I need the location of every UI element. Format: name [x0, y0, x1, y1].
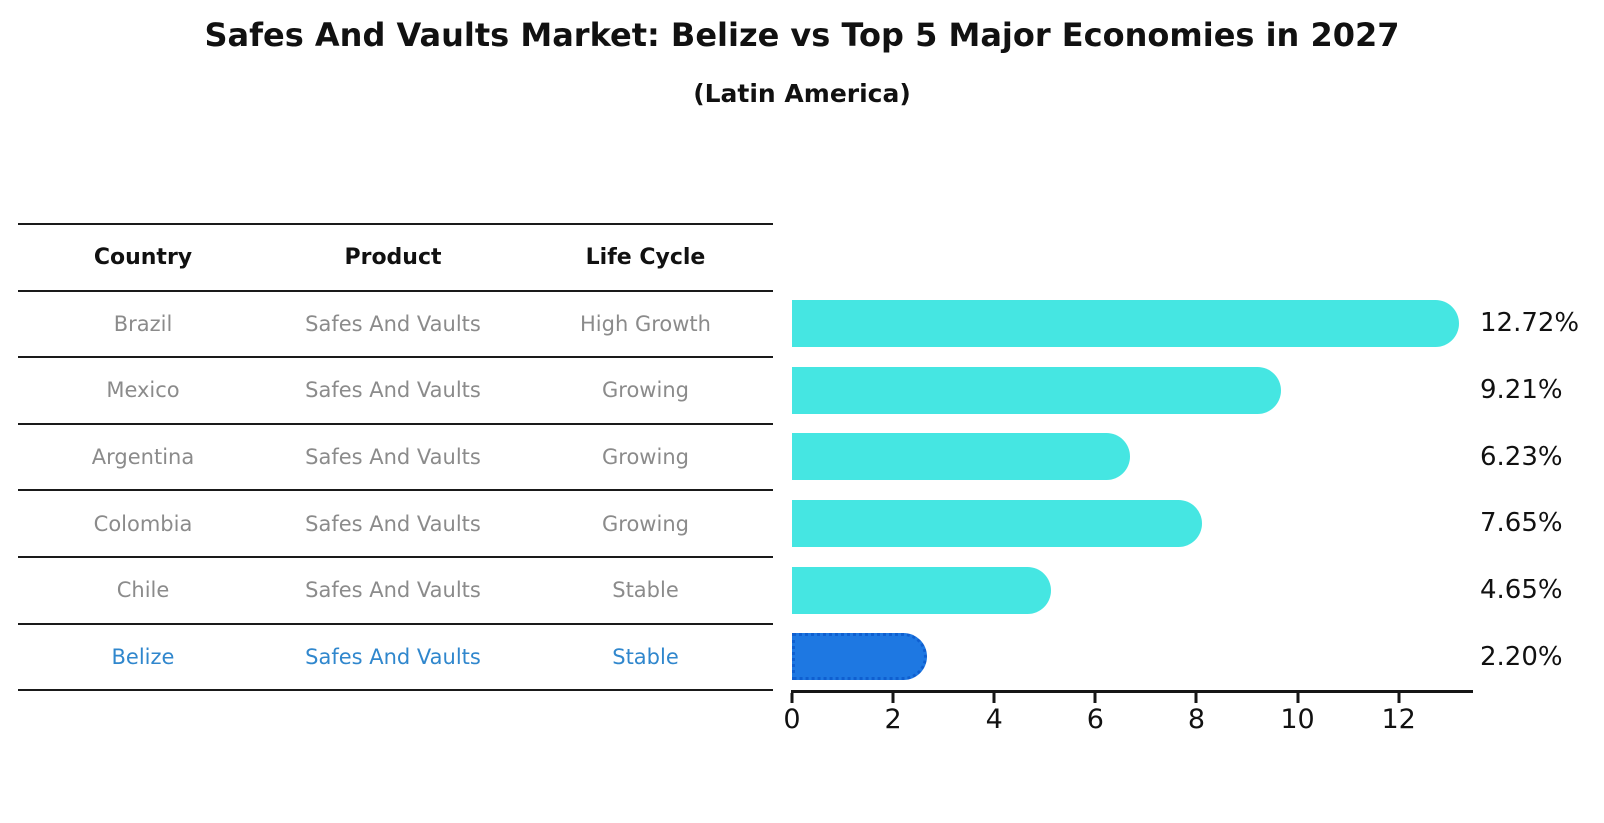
country-cell: Belize [111, 644, 175, 669]
x-tick-4 [992, 693, 996, 703]
x-axis-line [791, 690, 1473, 693]
table-row-argentina: Argentina Safes And Vaults Growing [18, 422, 773, 490]
country-cell: Argentina [91, 445, 195, 470]
x-tick-0 [790, 693, 794, 703]
table-row-brazil: Brazil Safes And Vaults High Growth [18, 289, 773, 357]
value-label-colombia: 7.65% [1480, 508, 1563, 539]
table-row-belize: Belize Safes And Vaults Stable [18, 622, 773, 690]
product-cell: Safes And Vaults [305, 311, 481, 336]
chart-title: Safes And Vaults Market: Belize vs Top 5… [204, 16, 1400, 54]
bar-belize [792, 633, 927, 681]
country-cell: Colombia [93, 511, 193, 536]
table-row-chile: Chile Safes And Vaults Stable [18, 555, 773, 623]
x-tick-6 [1093, 693, 1097, 703]
life-cycle-cell: Stable [612, 578, 679, 603]
table-bottom-line [18, 689, 773, 692]
country-cell: Brazil [113, 311, 173, 336]
country-cell: Mexico [106, 378, 180, 403]
x-tick-label-4: 4 [985, 704, 1003, 735]
table-row-colombia: Colombia Safes And Vaults Growing [18, 489, 773, 556]
life-cycle-cell: Stable [612, 644, 679, 669]
product-cell: Safes And Vaults [305, 378, 481, 403]
product-cell: Safes And Vaults [305, 511, 481, 536]
bar-chile [792, 566, 1051, 614]
x-tick-label-2: 2 [884, 704, 902, 735]
chart-subtitle: (Latin America) [693, 79, 911, 108]
product-cell: Safes And Vaults [305, 644, 481, 669]
life-cycle-cell: Growing [602, 445, 689, 470]
x-tick-label-8: 8 [1187, 704, 1206, 735]
value-label-mexico: 9.21% [1480, 375, 1563, 405]
x-tick-12 [1397, 693, 1401, 703]
bar-brazil [792, 299, 1459, 347]
bar-argentina [792, 433, 1131, 481]
x-tick-label-10: 10 [1280, 704, 1315, 735]
x-tick-label-0: 0 [783, 704, 801, 735]
life-cycle-cell: Growing [602, 511, 689, 536]
country-cell: Chile [116, 578, 170, 603]
value-label-belize: 2.20% [1480, 641, 1563, 672]
value-label-chile: 4.65% [1480, 575, 1563, 605]
bar-mexico [792, 366, 1282, 414]
product-cell: Safes And Vaults [305, 445, 481, 470]
column-header-product: Product [344, 244, 442, 270]
column-header-country: Country [93, 244, 193, 270]
table-header-row: Country Product Life Cycle [18, 223, 773, 290]
value-label-argentina: 6.23% [1480, 441, 1563, 472]
table-row-mexico: Mexico Safes And Vaults Growing [18, 356, 773, 423]
bar-colombia [792, 499, 1203, 547]
x-tick-2 [891, 693, 895, 703]
product-cell: Safes And Vaults [305, 578, 481, 603]
x-tick-10 [1296, 693, 1300, 703]
x-tick-label-6: 6 [1086, 704, 1104, 735]
x-tick-label-12: 12 [1381, 704, 1416, 735]
life-cycle-cell: High Growth [580, 311, 711, 336]
x-tick-8 [1194, 693, 1198, 703]
column-header-life-cycle: Life Cycle [585, 244, 706, 270]
country-info-table: Country Product Life Cycle Brazil Safes A… [18, 223, 773, 692]
life-cycle-cell: Growing [602, 378, 689, 403]
bar-plot-area [792, 290, 1473, 690]
value-label-brazil: 12.72% [1480, 308, 1580, 339]
